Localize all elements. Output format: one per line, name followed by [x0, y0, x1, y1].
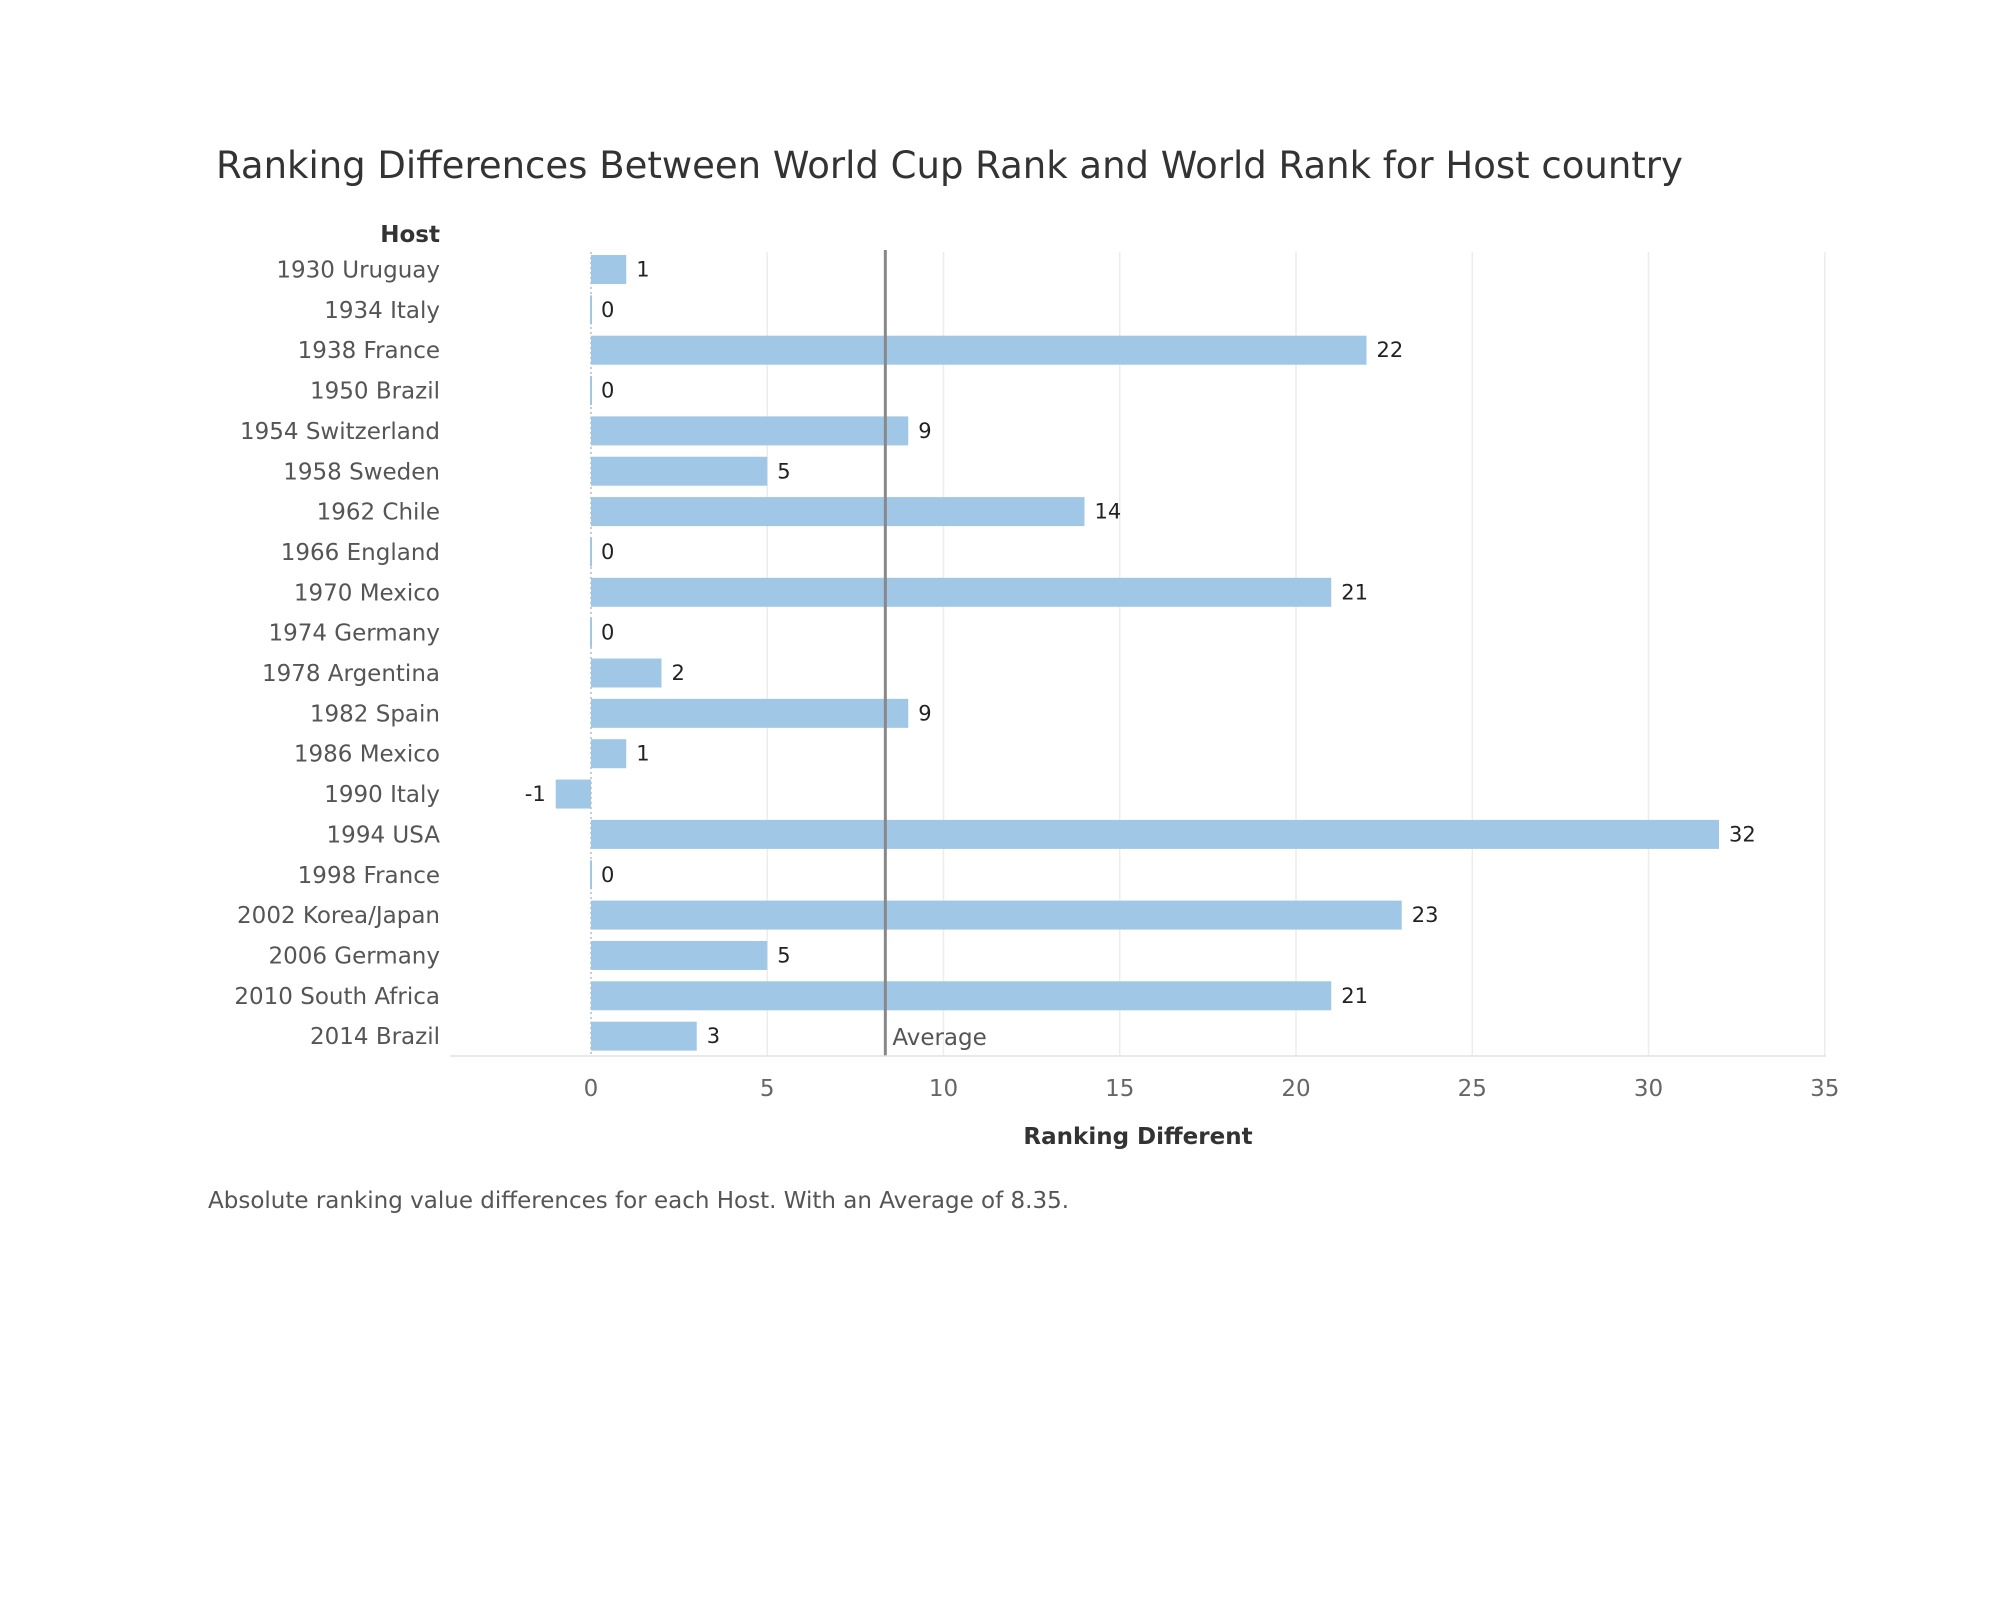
- bar: [591, 819, 1719, 849]
- data-label: 5: [777, 459, 790, 483]
- axis-layer: 0 5 10 15 20 25 30 35: [450, 1055, 1839, 1102]
- x-tick-label: 10: [929, 1076, 958, 1102]
- bar: [590, 860, 592, 890]
- data-label: 0: [601, 379, 614, 403]
- category-label: 1986 Mexico: [294, 742, 440, 768]
- category-label: 1966 England: [281, 540, 440, 566]
- category-label: 2010 South Africa: [234, 984, 440, 1010]
- data-label: 1: [636, 258, 649, 282]
- category-label: 1998 France: [298, 863, 440, 889]
- data-label: 23: [1412, 903, 1439, 927]
- bar: [555, 779, 591, 809]
- x-tick-label: 5: [760, 1076, 775, 1102]
- bar: [591, 335, 1367, 365]
- bar: [591, 900, 1402, 930]
- category-label: 1970 Mexico: [294, 580, 440, 606]
- data-label: 21: [1341, 580, 1368, 604]
- grid-layer: [590, 252, 1826, 1056]
- x-tick-label: 20: [1281, 1076, 1310, 1102]
- category-label: 1958 Sweden: [283, 459, 440, 485]
- data-label: 0: [601, 298, 614, 322]
- chart-caption: Absolute ranking value differences for e…: [208, 1188, 1069, 1214]
- data-label: 9: [918, 419, 931, 443]
- category-label: 1982 Spain: [310, 701, 440, 727]
- data-label: 3: [707, 1024, 720, 1048]
- category-label: 1950 Brazil: [310, 379, 440, 405]
- bar: [591, 940, 768, 970]
- data-label: 5: [777, 943, 790, 967]
- category-label: 1978 Argentina: [262, 661, 440, 687]
- chart-title: Ranking Differences Between World Cup Ra…: [216, 144, 1683, 187]
- category-label: 1954 Switzerland: [240, 419, 440, 445]
- category-label: 2002 Korea/Japan: [237, 903, 440, 929]
- bar: [590, 376, 592, 406]
- bar: [590, 537, 592, 567]
- category-label: 1994 USA: [327, 822, 441, 848]
- bar: [591, 698, 909, 728]
- data-label: 14: [1095, 500, 1122, 524]
- data-label: 0: [601, 540, 614, 564]
- data-label: 0: [601, 863, 614, 887]
- data-label: 22: [1377, 338, 1404, 362]
- x-tick-label: 15: [1105, 1076, 1134, 1102]
- data-label: 9: [918, 701, 931, 725]
- bar: [590, 295, 592, 325]
- x-tick-label: 30: [1634, 1076, 1663, 1102]
- category-label: 2006 Germany: [268, 943, 440, 969]
- bar: [591, 658, 662, 688]
- bar: [591, 981, 1332, 1011]
- bar: [591, 1021, 697, 1051]
- data-label: 0: [601, 621, 614, 645]
- category-label: 1962 Chile: [317, 500, 440, 526]
- bar: [591, 739, 627, 769]
- category-label: 1974 Germany: [268, 621, 440, 647]
- data-label: 32: [1729, 822, 1756, 846]
- data-label: 21: [1341, 984, 1368, 1008]
- data-label: -1: [525, 782, 546, 806]
- bar: [591, 255, 627, 284]
- x-tick-label: 25: [1458, 1076, 1487, 1102]
- category-label: 2014 Brazil: [310, 1024, 440, 1050]
- category-label: 1990 Italy: [324, 782, 440, 808]
- category-axis-header: Host: [380, 222, 440, 248]
- average-reference-label: Average: [892, 1025, 986, 1051]
- category-label: 1934 Italy: [324, 298, 440, 324]
- category-label: 1938 France: [298, 338, 440, 364]
- reference-line-layer: Average: [883, 250, 987, 1056]
- bar: [591, 497, 1085, 527]
- bar: [590, 618, 592, 648]
- bar: [591, 456, 768, 486]
- x-axis-title: Ranking Different: [1023, 1124, 1252, 1150]
- bar: [591, 416, 909, 446]
- data-label: 1: [636, 742, 649, 766]
- x-tick-label: 35: [1810, 1076, 1839, 1102]
- bar: [591, 577, 1332, 607]
- bar-layer: [555, 255, 1719, 1051]
- x-tick-label: 0: [584, 1076, 599, 1102]
- data-label: 2: [672, 661, 685, 685]
- category-label: 1930 Uruguay: [276, 258, 440, 284]
